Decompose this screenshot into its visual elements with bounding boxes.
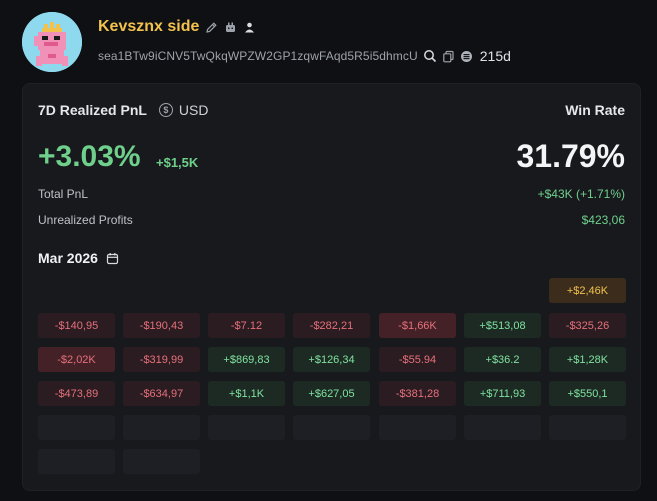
calendar-day-cell[interactable]: -$319,99 <box>123 347 200 372</box>
calendar-icon[interactable] <box>106 252 119 265</box>
win-rate-label: Win Rate <box>565 102 625 118</box>
calendar-month-header[interactable]: Mar 2026 <box>38 250 119 266</box>
calendar-day-cell[interactable]: +$2,46K <box>549 278 626 303</box>
pnl-percent: +3.03% <box>38 140 141 173</box>
profile-header: Kevsznx side sea1BTw9iCNV5TwQkqWPZW2GP1z… <box>22 12 642 72</box>
calendar-day-cell[interactable]: -$55.94 <box>379 347 456 372</box>
calendar-day-cell[interactable]: -$325,26 <box>549 313 626 338</box>
calendar-day-cell[interactable]: -$634,97 <box>123 381 200 406</box>
total-pnl-label: Total PnL <box>38 187 89 201</box>
wallet-age: 215d <box>479 48 511 64</box>
calendar-day-cell-empty <box>379 415 456 440</box>
pnl-card: 7D Realized PnL $ USD Win Rate +3.03% +$… <box>22 83 641 491</box>
edit-icon[interactable] <box>205 21 218 34</box>
calendar-day-cell-empty <box>123 415 200 440</box>
calendar-day-cell[interactable]: -$7.12 <box>208 313 285 338</box>
calendar-day-cell[interactable]: +$869,83 <box>208 347 285 372</box>
calendar-day-cell[interactable]: -$140,95 <box>38 313 115 338</box>
calendar-day-cell-empty <box>38 415 115 440</box>
calendar-day-cell[interactable]: +$126,34 <box>293 347 370 372</box>
win-rate-value: 31.79% <box>516 138 625 174</box>
calendar-month: Mar 2026 <box>38 250 98 266</box>
pnl-amount: +$1,5K <box>156 155 199 170</box>
wallet-name: Kevsznx side <box>98 18 200 35</box>
person-icon <box>243 21 256 34</box>
calendar-day-cell[interactable]: +$1,1K <box>208 381 285 406</box>
calendar-day-cell[interactable]: -$190,43 <box>123 313 200 338</box>
calendar-day-cell[interactable]: -$381,28 <box>379 381 456 406</box>
wallet-address: sea1BTw9iCNV5TwQkqWPZW2GP1zqwFAqd5R5i5dh… <box>98 49 418 63</box>
bot-icon <box>224 21 237 34</box>
unrealized-value: $423,06 <box>581 213 625 227</box>
currency-label[interactable]: USD <box>178 102 209 118</box>
calendar-day-cell-empty <box>464 415 541 440</box>
calendar-day-cell[interactable]: +$627,05 <box>293 381 370 406</box>
calendar-day-cell[interactable]: +$513,08 <box>464 313 541 338</box>
search-icon[interactable] <box>423 49 437 63</box>
realized-pnl-header: 7D Realized PnL $ USD <box>38 102 208 118</box>
calendar-day-cell-empty <box>208 415 285 440</box>
calendar-day-cell-empty <box>123 449 200 474</box>
calendar-day-cell[interactable]: +$1,28K <box>549 347 626 372</box>
calendar-day-cell[interactable]: +$550,1 <box>549 381 626 406</box>
calendar-day-cell[interactable]: -$2,02K <box>38 347 115 372</box>
chain-icon <box>460 50 473 63</box>
unrealized-label: Unrealized Profits <box>38 213 133 227</box>
calendar-day-cell[interactable]: -$1,66K <box>379 313 456 338</box>
calendar-day-cell[interactable]: +$36.2 <box>464 347 541 372</box>
calendar-day-cell-empty <box>38 449 115 474</box>
realized-pnl-label: 7D Realized PnL <box>38 102 147 118</box>
total-pnl-value: +$43K (+1.71%) <box>537 187 625 201</box>
copy-icon[interactable] <box>442 50 455 63</box>
calendar-day-cell-empty <box>549 415 626 440</box>
avatar[interactable] <box>22 12 82 72</box>
calendar-day-cell[interactable]: -$282,21 <box>293 313 370 338</box>
calendar-day-cell-empty <box>293 415 370 440</box>
pixel-avatar-image <box>22 12 82 72</box>
currency-icon[interactable]: $ <box>158 103 173 117</box>
calendar-day-cell[interactable]: +$711,93 <box>464 381 541 406</box>
calendar-day-cell[interactable]: -$473,89 <box>38 381 115 406</box>
